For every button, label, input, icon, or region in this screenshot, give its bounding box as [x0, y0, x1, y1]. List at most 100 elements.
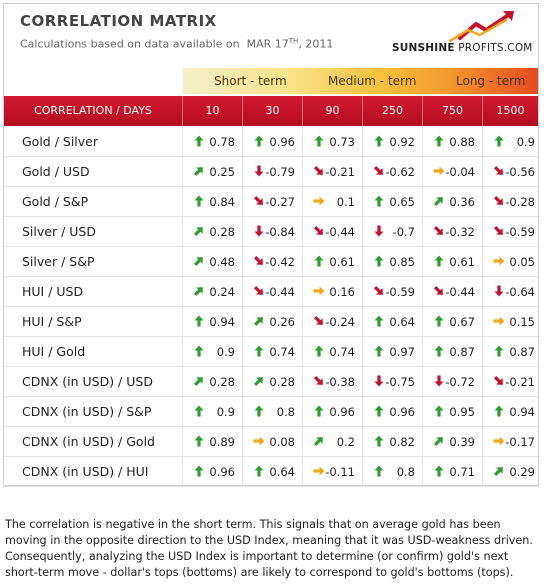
- correlation-value: 0.9: [516, 135, 535, 149]
- correlation-value: -0.79: [265, 165, 295, 179]
- table-cell: 0.1: [303, 187, 363, 217]
- arrow-up-icon: [254, 405, 264, 417]
- correlation-value: 0.15: [509, 315, 535, 329]
- table-cell: 0.82: [363, 427, 423, 457]
- correlation-value: -0.62: [385, 165, 415, 179]
- row-label: HUI / S&P: [22, 314, 82, 329]
- table-cell: 0.74: [303, 337, 363, 367]
- table-cell: 0.96: [363, 397, 423, 427]
- correlation-value: 0.65: [389, 195, 415, 209]
- arrow-down-right-icon: [433, 285, 443, 295]
- arrow-up-icon: [254, 345, 264, 357]
- table-cell: -0.32: [423, 217, 483, 247]
- arrow-up-icon: [374, 135, 384, 147]
- correlation-value: 0.96: [329, 405, 355, 419]
- correlation-value: 0.87: [449, 345, 475, 359]
- table-cell: 0.61: [423, 247, 483, 277]
- arrow-down-right-icon: [313, 375, 323, 385]
- arrow-up-right-icon: [193, 167, 203, 177]
- table-cell: -0.24: [303, 307, 363, 337]
- correlation-value: -0.42: [265, 255, 295, 269]
- table-cell: 0.64: [243, 457, 303, 487]
- arrow-down-icon: [374, 225, 384, 237]
- table-cell: -0.42: [243, 247, 303, 277]
- table-cell: 0.8: [243, 397, 303, 427]
- arrow-up-right-icon: [253, 377, 263, 387]
- correlation-value: 0.48: [209, 255, 235, 269]
- correlation-value: 0.25: [209, 165, 235, 179]
- term-long: Long - term: [456, 74, 526, 88]
- table-row: Gold / Silver 0.78 0.96 0.73 0.92 0.88 0.9: [4, 127, 538, 157]
- arrow-up-icon: [194, 135, 204, 147]
- table-cell: 0.97: [363, 337, 423, 367]
- table-cell: -0.7: [363, 217, 423, 247]
- row-label: HUI / USD: [22, 284, 84, 299]
- arrow-up-icon: [434, 135, 444, 147]
- arrow-up-right-icon: [493, 467, 503, 477]
- arrow-up-right-icon: [193, 287, 203, 297]
- row-label: Gold / S&P: [22, 194, 89, 209]
- arrow-up-icon: [374, 255, 384, 267]
- correlation-value: 0.85: [389, 255, 415, 269]
- correlation-value: 0.9: [216, 345, 235, 359]
- table-cell: -0.28: [483, 187, 543, 217]
- correlation-value: -0.7: [392, 225, 415, 239]
- table-cell: 0.16: [303, 277, 363, 307]
- arrow-right-icon: [493, 256, 505, 266]
- correlation-value: 0.64: [389, 315, 415, 329]
- table-cell: 0.08: [243, 427, 303, 457]
- correlation-value: 0.92: [389, 135, 415, 149]
- table-cell: -0.72: [423, 367, 483, 397]
- arrow-right-icon: [313, 196, 325, 206]
- arrow-up-icon: [374, 345, 384, 357]
- table-cell: 0.9: [183, 337, 243, 367]
- row-label: Silver / S&P: [22, 254, 95, 269]
- correlation-value: 0.61: [449, 255, 475, 269]
- arrow-right-icon: [313, 286, 325, 296]
- table-cell: 0.96: [183, 457, 243, 487]
- table-cell: 0.2: [303, 427, 363, 457]
- table-header: CORRELATION / DAYS 10 30 90 250 750 1500: [4, 96, 538, 126]
- correlation-value: -0.84: [265, 225, 295, 239]
- table-cell: 0.71: [423, 457, 483, 487]
- table-cell: 0.28: [183, 367, 243, 397]
- table-cell: -0.64: [483, 277, 543, 307]
- table-cell: 0.26: [243, 307, 303, 337]
- arrow-up-right-icon: [193, 257, 203, 267]
- header-col-250: 250: [382, 104, 403, 117]
- correlation-value: -0.44: [445, 285, 475, 299]
- correlation-value: 0.71: [449, 465, 475, 479]
- correlation-value: 0.96: [269, 135, 295, 149]
- correlation-value: 0.8: [396, 465, 415, 479]
- table-cell: 0.84: [183, 187, 243, 217]
- table-cell: 0.48: [183, 247, 243, 277]
- header-col-750: 750: [442, 104, 463, 117]
- arrow-up-icon: [434, 465, 444, 477]
- correlation-value: -0.17: [505, 435, 535, 449]
- row-label: CDNX (in USD) / Gold: [22, 434, 155, 449]
- table-cell: -0.56: [483, 157, 543, 187]
- arrow-down-icon: [494, 285, 504, 297]
- table-cell: -0.59: [483, 217, 543, 247]
- row-label: Gold / Silver: [22, 134, 99, 149]
- correlation-value: -0.64: [505, 285, 535, 299]
- table-row: CDNX (in USD) / Gold 0.89 0.08 0.2 0.82 0.39 -…: [4, 427, 538, 457]
- table-row: CDNX (in USD) / S&P 0.9 0.8 0.96 0.96 0.95 0.9…: [4, 397, 538, 427]
- table-cell: 0.24: [183, 277, 243, 307]
- table-row: HUI / S&P 0.94 0.26 -0.24 0.64 0.67 0.15: [4, 307, 538, 337]
- table-cell: 0.39: [423, 427, 483, 457]
- arrow-down-right-icon: [433, 225, 443, 235]
- logo-arrow-icon: [448, 11, 514, 43]
- arrow-right-icon: [253, 436, 265, 446]
- sunshine-profits-logo[interactable]: SUNSHINE PROFITS.COM: [390, 8, 532, 56]
- arrow-right-icon: [493, 316, 505, 326]
- arrow-up-icon: [434, 315, 444, 327]
- table-cell: 0.9: [483, 127, 543, 157]
- correlation-value: 0.97: [389, 345, 415, 359]
- table-cell: -0.17: [483, 427, 543, 457]
- arrow-right-icon: [313, 466, 325, 476]
- arrow-down-right-icon: [253, 255, 263, 265]
- correlation-value: -0.56: [505, 165, 535, 179]
- correlation-value: 0.74: [269, 345, 295, 359]
- correlation-value: 0.29: [509, 465, 535, 479]
